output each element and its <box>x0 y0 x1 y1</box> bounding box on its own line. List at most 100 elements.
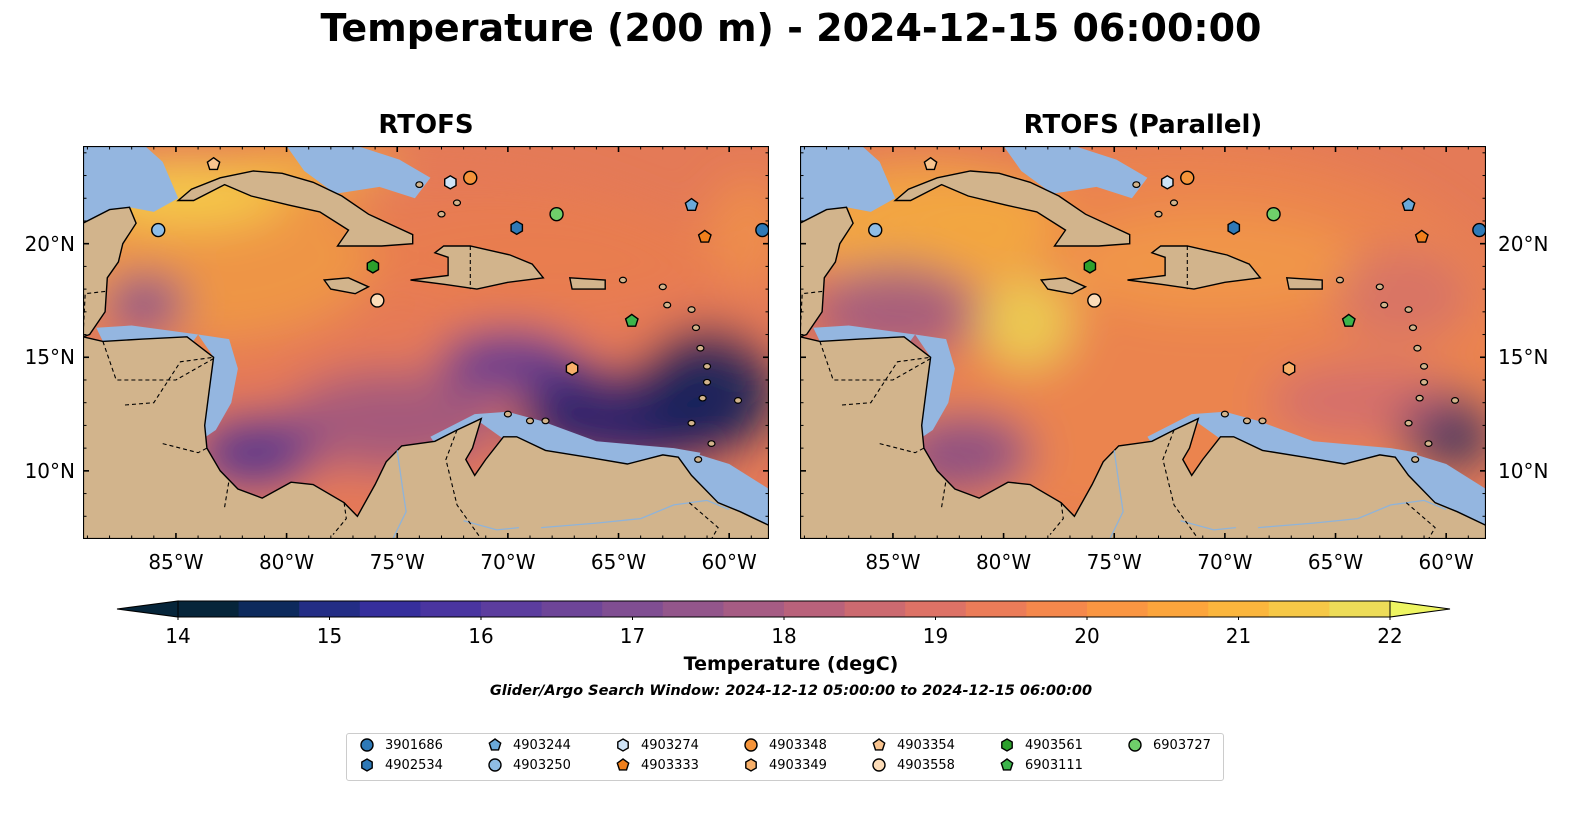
float-4903348-marker <box>463 170 478 186</box>
small-island <box>1419 362 1429 370</box>
hexagon-marker-icon <box>617 738 629 752</box>
colorbar-segment <box>905 601 967 617</box>
small-island <box>1154 210 1163 218</box>
small-island <box>541 417 550 425</box>
small-island <box>1375 283 1384 291</box>
legend-label: 3901686 <box>385 737 443 753</box>
colorbar-segment <box>784 601 846 617</box>
float-6903727-marker <box>549 206 564 222</box>
lat-label: 10°N <box>1498 458 1549 483</box>
country-border <box>1162 429 1199 539</box>
hexagon-marker-icon <box>1001 738 1013 752</box>
country-border <box>102 341 217 381</box>
lon-label: 80°W <box>975 550 1032 574</box>
shallow-shelf <box>1395 450 1486 526</box>
small-island <box>1169 199 1179 207</box>
small-island <box>733 397 743 404</box>
legend-item-4903244: 4903244 <box>485 737 571 753</box>
country-border <box>688 502 719 539</box>
colorbar-segment <box>1087 601 1149 617</box>
lon-label: 60°W <box>1418 550 1474 574</box>
small-island <box>1335 276 1345 284</box>
legend-label: 4903333 <box>641 757 699 773</box>
float-4903250-marker <box>868 222 883 238</box>
shallow-shelf <box>800 146 896 224</box>
small-island <box>1404 306 1413 313</box>
shallow-shelf <box>83 146 179 224</box>
river <box>1109 450 1124 539</box>
country-border <box>841 356 931 406</box>
map-panel-rtofs-parallel <box>800 146 1486 539</box>
legend-item-4903250: 4903250 <box>485 757 571 773</box>
small-island <box>1419 378 1429 386</box>
small-island <box>1415 394 1424 402</box>
lon-label: 80°W <box>258 550 315 574</box>
colorbar-segment <box>844 601 906 617</box>
colorbar-extend-low <box>116 600 179 618</box>
shallow-shelf <box>286 146 431 199</box>
shallow-shelf <box>678 450 769 526</box>
search-window-note: Glider/Argo Search Window: 2024-12-12 05… <box>489 683 1093 699</box>
country-border <box>1405 502 1436 539</box>
country-border <box>224 479 230 508</box>
small-island <box>691 324 701 332</box>
cuba-island <box>176 170 414 247</box>
lon-label: 70°W <box>480 550 536 574</box>
legend-label: 4903354 <box>897 737 955 753</box>
float-4903274-marker <box>444 174 457 190</box>
circle-marker-icon <box>872 758 886 772</box>
legend-label: 6903111 <box>1025 757 1083 773</box>
legend-label: 4902534 <box>385 757 443 773</box>
float-4903244-marker <box>1401 197 1416 212</box>
map-panel-rtofs <box>83 146 769 539</box>
temperature-anomaly <box>103 275 186 331</box>
country-border <box>879 443 925 454</box>
float-4903333-marker <box>1414 229 1429 243</box>
legend-item-6903727: 6903727 <box>1125 737 1211 753</box>
float-4903349-marker <box>1282 361 1296 376</box>
circle-marker-icon <box>1128 738 1142 752</box>
small-island <box>696 344 705 352</box>
map-frame <box>800 146 1486 539</box>
map-frame <box>83 146 769 539</box>
legend-label: 4903274 <box>641 737 699 753</box>
lon-label: 75°W <box>1086 550 1142 574</box>
colorbar-segment <box>1026 601 1088 617</box>
mainland <box>83 146 137 338</box>
small-island <box>415 181 424 189</box>
colorbar-tick-label: 19 <box>922 624 949 648</box>
legend-item-4903354: 4903354 <box>869 737 955 753</box>
lon-label: 85°W <box>148 550 204 574</box>
colorbar-label: Temperature (degC) <box>683 653 899 675</box>
jamaica-island <box>1039 277 1088 295</box>
shallow-shelf <box>1147 411 1418 467</box>
colorbar-tick-label: 20 <box>1074 624 1100 648</box>
shallow-shelf <box>198 334 238 439</box>
small-island <box>1258 417 1267 425</box>
small-island <box>1424 440 1433 447</box>
lat-label: 15°N <box>24 345 75 370</box>
small-island <box>1242 417 1252 425</box>
lon-label: 65°W <box>590 550 647 574</box>
shallow-shelf <box>915 334 955 439</box>
small-island <box>618 276 628 284</box>
colorbar-segment <box>602 601 664 617</box>
float-6903111-marker <box>1341 313 1356 327</box>
hispaniola-island <box>1127 245 1262 290</box>
lat-label: 10°N <box>24 458 75 483</box>
colorbar-tick-label: 16 <box>468 624 494 648</box>
colorbar-segment <box>1147 601 1209 617</box>
float-4903348-marker <box>1180 170 1195 186</box>
legend-item-6903111: 6903111 <box>997 757 1083 773</box>
country-border <box>124 356 214 406</box>
circle-marker-icon <box>744 738 758 752</box>
shallow-shelf <box>430 411 701 467</box>
temperature-colorbar <box>116 600 1451 620</box>
puerto-rico-island <box>1285 277 1323 290</box>
colorbar-segment <box>541 601 603 617</box>
lon-label: 75°W <box>369 550 425 574</box>
colorbar-tick-label: 15 <box>316 624 343 648</box>
legend-item-4903274: 4903274 <box>613 737 699 753</box>
lat-label: 15°N <box>1498 345 1549 370</box>
small-island <box>694 456 703 463</box>
